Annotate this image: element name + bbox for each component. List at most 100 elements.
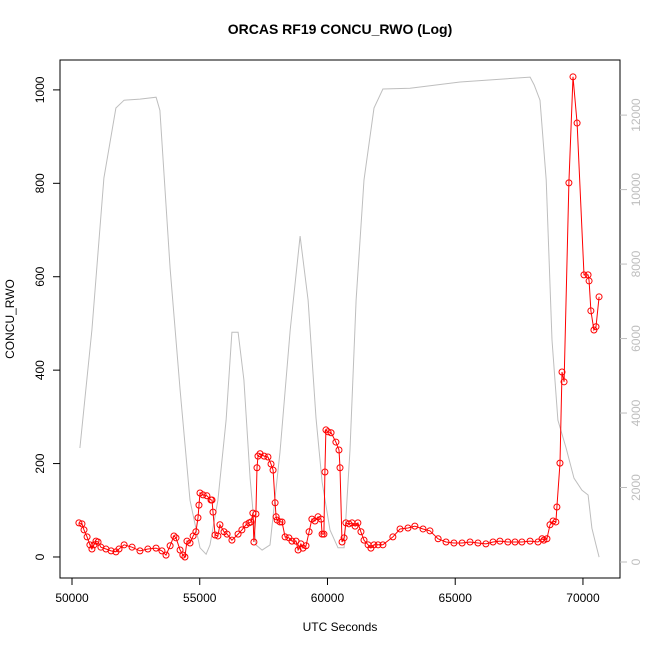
point <box>565 179 573 187</box>
point <box>569 73 577 81</box>
point <box>208 496 216 504</box>
point <box>294 546 302 554</box>
y-tick-label: 1000 <box>33 76 47 103</box>
point <box>389 533 397 541</box>
y-tick-label: 400 <box>33 360 47 380</box>
point <box>504 538 512 546</box>
x-tick-label: 50000 <box>55 591 89 605</box>
y2-tick-label: 4000 <box>629 399 643 426</box>
point <box>271 499 279 507</box>
point <box>181 553 189 561</box>
point <box>152 544 160 552</box>
point <box>442 538 450 546</box>
point <box>260 452 268 460</box>
point <box>192 528 200 536</box>
point <box>434 535 442 543</box>
x-tick-label: 60000 <box>311 591 345 605</box>
point <box>466 538 474 546</box>
y2-tick-label: 10000 <box>629 173 643 207</box>
point <box>75 519 83 527</box>
point <box>288 537 296 545</box>
point <box>379 541 387 549</box>
point <box>264 453 272 461</box>
point <box>272 513 280 521</box>
point <box>120 541 128 549</box>
y-tick-label: 0 <box>33 553 47 560</box>
point <box>144 545 152 553</box>
point <box>482 540 490 548</box>
point <box>320 530 328 538</box>
point <box>553 503 561 511</box>
point <box>249 509 257 517</box>
point <box>585 277 593 285</box>
point <box>94 538 102 546</box>
point <box>592 323 600 331</box>
point <box>194 514 202 522</box>
point <box>411 522 419 530</box>
point <box>252 510 260 518</box>
point <box>317 515 325 523</box>
point <box>587 307 595 315</box>
plot-frame <box>59 59 621 579</box>
point <box>214 532 222 540</box>
point <box>552 518 560 526</box>
point <box>474 539 482 547</box>
point <box>370 541 378 549</box>
point <box>199 491 207 499</box>
chart-title: ORCAS RF19 CONCU_RWO (Log) <box>228 21 453 37</box>
y-tick-label: 600 <box>33 266 47 286</box>
point <box>526 537 534 545</box>
point <box>360 536 368 544</box>
point <box>354 519 362 527</box>
point <box>136 547 144 555</box>
point <box>172 534 180 542</box>
point <box>543 535 551 543</box>
x-axis-label: UTC Seconds <box>303 620 378 634</box>
point <box>332 438 340 446</box>
point <box>338 538 346 546</box>
point <box>203 492 211 500</box>
point <box>281 533 289 541</box>
point <box>302 542 310 550</box>
point <box>238 526 246 534</box>
y2-tick-label: 0 <box>629 558 643 565</box>
point <box>538 535 546 543</box>
point <box>489 538 497 546</box>
point <box>250 538 258 546</box>
point <box>80 526 88 534</box>
point <box>556 459 564 467</box>
point <box>340 534 348 542</box>
point <box>450 539 458 547</box>
point <box>78 520 86 528</box>
point <box>426 527 434 535</box>
point <box>128 543 136 551</box>
point <box>162 551 170 559</box>
point <box>558 368 566 376</box>
point <box>267 460 275 468</box>
point <box>322 426 330 434</box>
point <box>86 541 94 549</box>
point <box>276 518 284 526</box>
point <box>327 429 335 437</box>
point <box>560 378 568 386</box>
point <box>345 520 353 528</box>
point <box>228 536 236 544</box>
point <box>209 508 217 516</box>
x-tick-label: 55000 <box>183 591 217 605</box>
point <box>496 537 504 545</box>
point <box>305 528 313 536</box>
point <box>573 119 581 127</box>
point <box>336 464 344 472</box>
y2-tick-label: 8000 <box>629 250 643 277</box>
y-axis-label: CONCU_RWO <box>3 279 17 359</box>
point <box>195 501 203 509</box>
point <box>278 518 286 526</box>
y2-tick-label: 12000 <box>629 98 643 132</box>
point <box>186 539 194 547</box>
point <box>595 293 603 301</box>
point <box>170 532 178 540</box>
point <box>324 428 332 436</box>
point <box>458 539 466 547</box>
point <box>269 466 277 474</box>
